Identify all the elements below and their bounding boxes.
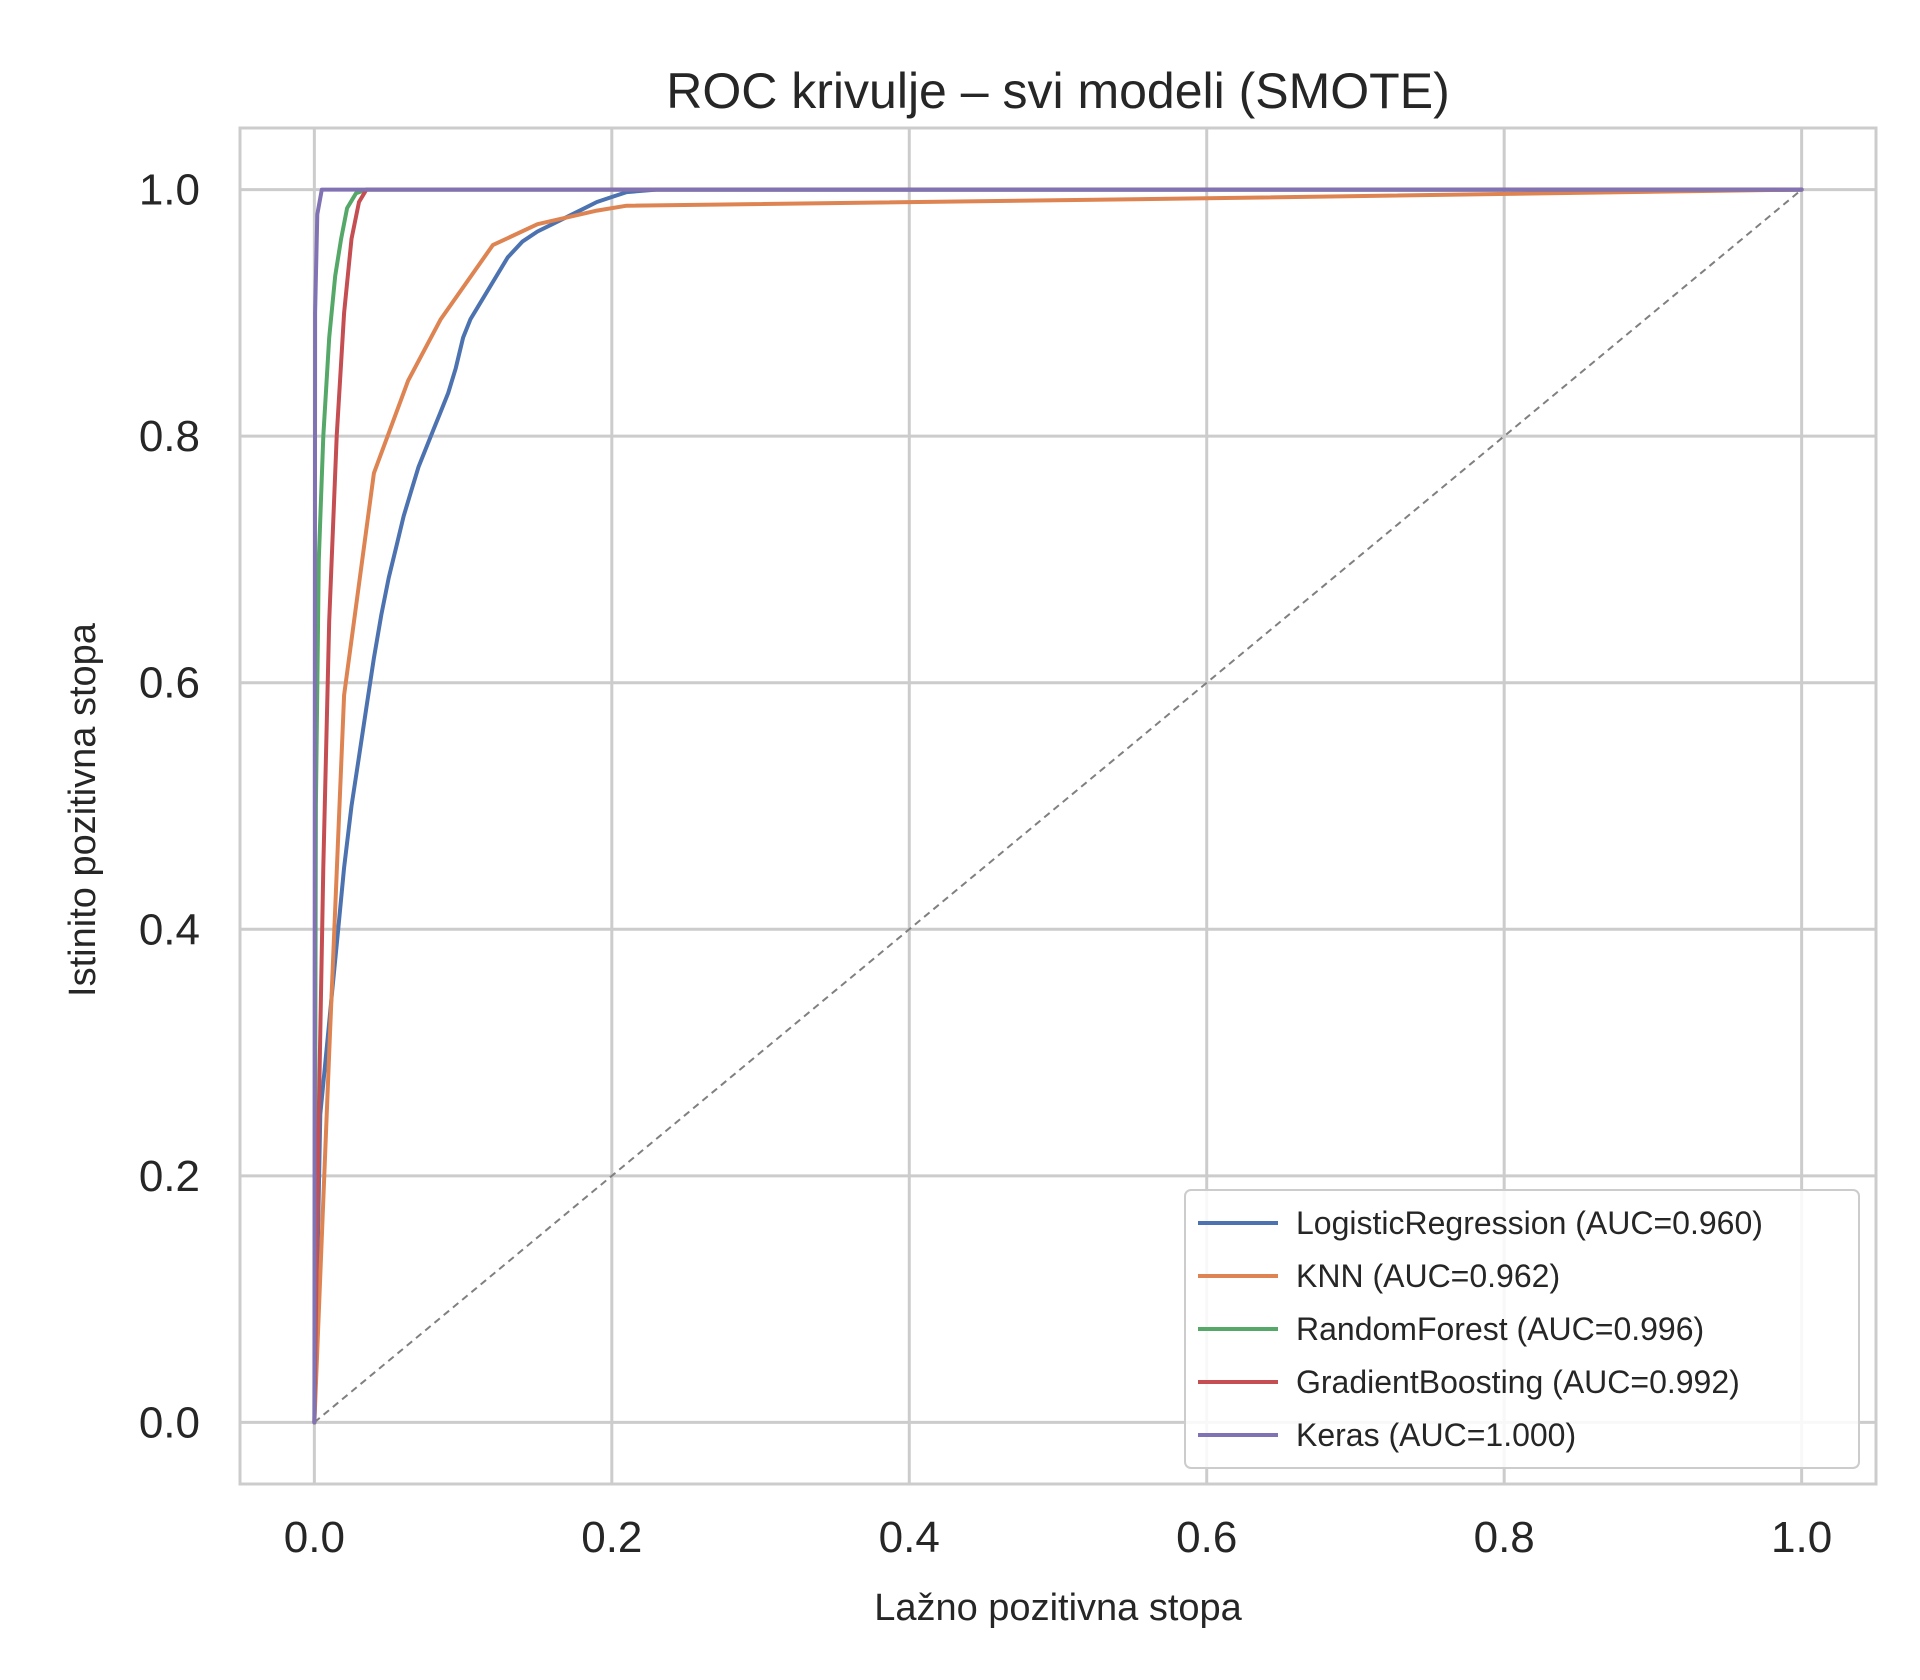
legend-label: Keras (AUC=1.000) (1296, 1417, 1576, 1453)
series-line-3 (312, 187, 1804, 1425)
series-line-2 (312, 187, 1804, 1425)
y-tick-label: 0.6 (139, 659, 200, 708)
y-tick-label: 0.8 (139, 412, 200, 461)
x-tick-label: 1.0 (1771, 1513, 1832, 1562)
x-tick-label: 0.6 (1176, 1513, 1237, 1562)
chart-title: ROC krivulje – svi modeli (SMOTE) (666, 63, 1449, 119)
x-tick-label: 0.4 (879, 1513, 940, 1562)
series-line-4 (312, 187, 1804, 1425)
legend-label: RandomForest (AUC=0.996) (1296, 1311, 1704, 1347)
y-axis-label: Istinito pozitivna stopa (62, 622, 104, 997)
legend-label: GradientBoosting (AUC=0.992) (1296, 1364, 1740, 1400)
legend-label: LogisticRegression (AUC=0.960) (1296, 1205, 1763, 1241)
x-tick-label: 0.8 (1474, 1513, 1535, 1562)
legend: LogisticRegression (AUC=0.960) KNN (AUC=0… (1184, 1189, 1860, 1469)
x-axis-label: Lažno pozitivna stopa (874, 1587, 1242, 1629)
y-tick-label: 0.2 (139, 1152, 200, 1201)
x-tick-label: 0.0 (284, 1513, 345, 1562)
x-tick-label: 0.2 (581, 1513, 642, 1562)
reference-diagonal-line (313, 188, 1803, 1424)
legend-box (1184, 1189, 1860, 1469)
legend-items: LogisticRegression (AUC=0.960) KNN (AUC=0… (1198, 1205, 1763, 1453)
tick-layer: 0.0 0.2 0.4 0.6 0.8 1.0 0.0 0.2 0.4 0.6 0.8 1.0 (139, 166, 1832, 1562)
y-tick-label: 0.0 (139, 1398, 200, 1447)
legend-label: KNN (AUC=0.962) (1296, 1258, 1560, 1294)
y-tick-label: 0.4 (139, 905, 200, 954)
y-tick-label: 1.0 (139, 166, 200, 215)
series-layer (312, 187, 1804, 1425)
series-line-1 (312, 187, 1804, 1425)
plot-frame (238, 126, 1878, 1486)
